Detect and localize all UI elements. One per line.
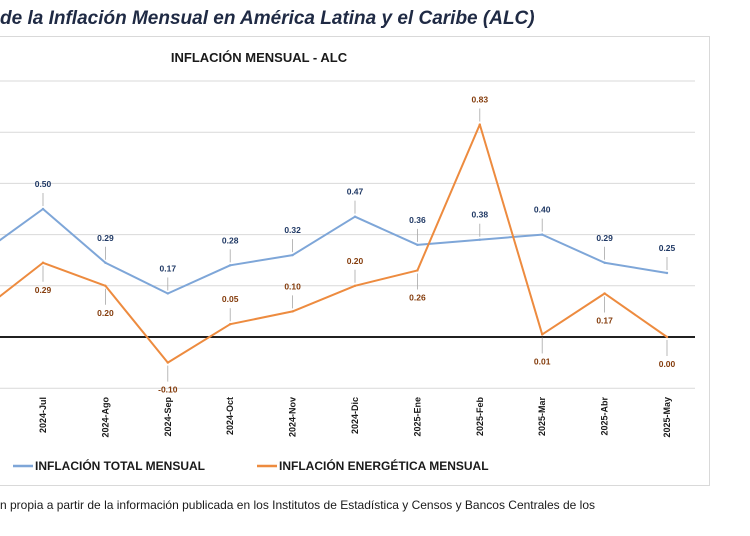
series-line xyxy=(0,123,668,364)
data-label: 0.20 xyxy=(97,308,114,318)
data-point xyxy=(229,264,232,267)
tick-label: 2025-Abr xyxy=(600,397,610,436)
data-label: 0.83 xyxy=(472,95,489,105)
series-line xyxy=(0,208,668,295)
data-point xyxy=(541,233,544,236)
data-label: -0.10 xyxy=(158,385,178,395)
data-point xyxy=(166,292,169,295)
figure-title: de la Inflación Mensual en América Latin… xyxy=(0,8,535,29)
legend-label: INFLACIÓN TOTAL MENSUAL xyxy=(35,458,205,473)
data-point xyxy=(603,261,606,264)
tick-label: 2024-Ago xyxy=(100,397,110,438)
data-label: 0.29 xyxy=(97,233,114,243)
x-axis-ticks: 2024-Jul 2024-Ago 2024-Sep 2024-Oct 2024-Nov… xyxy=(38,397,672,438)
data-label: 0.40 xyxy=(534,205,551,215)
chart-title: INFLACIÓN MENSUAL - ALC xyxy=(171,50,348,65)
data-label: 0.29 xyxy=(35,285,52,295)
data-label: 0.10 xyxy=(284,281,301,291)
series-layer: 0.500.290.170.280.320.470.360.380.400.29… xyxy=(0,95,676,395)
data-label: 0.29 xyxy=(596,233,613,243)
data-point xyxy=(291,310,294,313)
data-label: 0.05 xyxy=(222,294,239,304)
chart-container: INFLACIÓN MENSUAL - ALC 0.50 0.29 0.17 0.28… xyxy=(0,36,710,486)
data-label: 0.26 xyxy=(409,292,426,302)
legend-item-2: INFLACIÓN ENERGÉTICA MENSUAL xyxy=(257,458,489,473)
inflation-line-chart: INFLACIÓN MENSUAL - ALC 0.50 0.29 0.17 0.28… xyxy=(0,50,695,473)
gridlines xyxy=(0,80,695,389)
tick-label: 2024-Jul xyxy=(38,397,48,433)
data-label: 0.47 xyxy=(347,187,364,197)
data-point xyxy=(416,269,419,272)
data-label: 0.25 xyxy=(659,243,676,253)
tick-label: 2025-May xyxy=(662,397,672,438)
data-point xyxy=(41,261,45,264)
data-point xyxy=(104,261,107,264)
legend: INFLACIÓN TOTAL MENSUAL INFLACIÓN ENERGÉT… xyxy=(13,458,489,473)
data-point xyxy=(603,292,606,295)
data-point xyxy=(229,323,232,326)
tick-label: 2025-Feb xyxy=(475,397,485,437)
data-point xyxy=(665,335,669,339)
series-1: 0.50 0.29 0.17 0.28 0.32 0.47 0.36 0.38 0.40 0.29… xyxy=(0,179,676,295)
data-label: 0.32 xyxy=(284,225,301,235)
data-label: 0.00 xyxy=(659,359,676,369)
tick-label: 2025-Ene xyxy=(412,397,422,437)
tick-label: 2025-Mar xyxy=(537,397,547,437)
series-2: 0.29 0.20 -0.10 0.05 0.10 0.20 0.26 0.83 0.01 0.1… xyxy=(0,95,676,395)
tick-label: 2024-Nov xyxy=(288,397,298,437)
data-point xyxy=(478,123,481,126)
legend-item-1: INFLACIÓN TOTAL MENSUAL xyxy=(13,458,205,473)
data-point xyxy=(478,238,481,241)
data-label: 0.28 xyxy=(222,235,239,245)
data-point xyxy=(41,207,45,211)
data-label: 0.36 xyxy=(409,215,426,225)
data-label: 0.17 xyxy=(596,315,613,325)
legend-label: INFLACIÓN ENERGÉTICA MENSUAL xyxy=(279,458,489,473)
data-label: 0.01 xyxy=(534,356,551,366)
data-point xyxy=(104,284,107,287)
tick-label: 2024-Dic xyxy=(350,397,360,434)
data-label: 0.38 xyxy=(472,210,489,220)
data-point xyxy=(353,215,357,218)
data-point xyxy=(665,271,669,275)
data-point xyxy=(353,284,357,287)
data-label: 0.17 xyxy=(160,263,177,273)
tick-label: 2024-Oct xyxy=(225,397,235,435)
data-label: 0.50 xyxy=(35,179,52,189)
data-point xyxy=(166,361,169,364)
source-note: n propia a partir de la información publ… xyxy=(0,498,595,512)
tick-label: 2024-Sep xyxy=(163,397,173,437)
data-point xyxy=(416,243,419,247)
data-point xyxy=(291,253,294,257)
data-point xyxy=(541,333,544,336)
data-label: 0.20 xyxy=(347,256,364,266)
